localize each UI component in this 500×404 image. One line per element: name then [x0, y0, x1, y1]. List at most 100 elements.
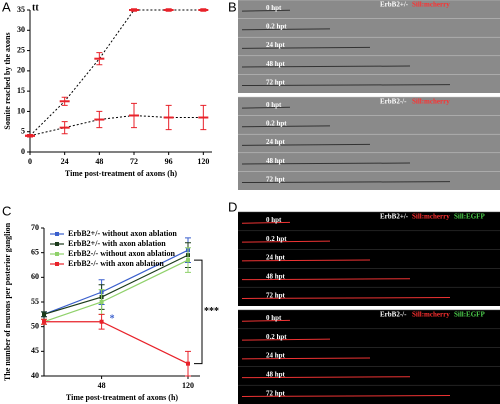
- axon: [241, 297, 451, 299]
- genotype: ErbB2-/-: [380, 311, 407, 319]
- image-block: [238, 97, 500, 190]
- row-label: 48 hpt: [266, 370, 286, 378]
- y-tick-label: 70: [31, 223, 39, 232]
- y-tick-label: 55: [31, 297, 39, 306]
- x-tick-label: 24: [61, 157, 69, 166]
- x-tick-label: 0: [28, 157, 32, 166]
- panel-label: A: [2, 0, 11, 14]
- y-tick-label: 15: [17, 86, 25, 95]
- axon: [241, 357, 371, 360]
- axon: [241, 46, 371, 49]
- point: [99, 300, 104, 304]
- marker: Sill:EGFP: [454, 213, 485, 221]
- legend-label: ErbB2-/- without axon ablation: [68, 249, 175, 258]
- series-line: [29, 114, 204, 137]
- point: [99, 319, 104, 324]
- row-label: 72 hpt: [266, 389, 286, 397]
- row-label: 0.2 hpt: [266, 23, 287, 31]
- legend-marker: [55, 232, 59, 236]
- point: [42, 312, 46, 317]
- row-label: 0.2 hpt: [266, 235, 287, 243]
- legend-marker: [55, 262, 59, 266]
- axon: [241, 319, 291, 322]
- axon: [241, 106, 291, 109]
- axon: [241, 84, 451, 87]
- x-tick-label: 120: [182, 381, 194, 390]
- series-line: [43, 259, 189, 323]
- row-label: 0.2 hpt: [266, 333, 287, 341]
- y-tick-label: 35: [17, 5, 25, 14]
- row-label: 72 hpt: [266, 78, 286, 86]
- legend-marker: [55, 242, 59, 246]
- y-tick-label: 20: [17, 66, 25, 75]
- axon: [241, 240, 331, 243]
- row-label: 48 hpt: [266, 60, 286, 68]
- row-label: 24 hpt: [266, 352, 286, 360]
- x-tick-label: 96: [165, 157, 173, 166]
- axon: [241, 162, 411, 165]
- axon: [241, 125, 331, 128]
- bracket: [194, 259, 203, 365]
- panel-label: B: [228, 0, 237, 14]
- x-tick-label: 48: [98, 381, 106, 390]
- legend-label: ErbB2+/- with axon ablation: [68, 239, 166, 248]
- row-label: 0 hpt: [266, 101, 282, 109]
- series-line: [44, 321, 189, 365]
- row-label: 48 hpt: [266, 272, 286, 280]
- y-tick-label: 60: [31, 272, 39, 281]
- point: [186, 258, 190, 263]
- x-tick-label: 120: [197, 157, 209, 166]
- genotype: ErbB2+/-: [380, 1, 409, 9]
- x-tick-label: 48: [95, 157, 103, 166]
- marker: Sill:mcherry: [412, 213, 450, 221]
- row-label: 72 hpt: [266, 291, 286, 299]
- genotype: ErbB2+/-: [380, 213, 409, 221]
- annotation: *: [110, 314, 115, 325]
- marker: Sill:mcherry: [412, 1, 450, 9]
- axon: [241, 278, 411, 281]
- row-label: 72 hpt: [266, 175, 286, 183]
- annotation: ***: [204, 306, 219, 317]
- row-label: 48 hpt: [266, 157, 286, 165]
- y-tick-label: 0: [21, 147, 25, 156]
- axon: [241, 65, 411, 68]
- image-block: [238, 212, 500, 306]
- y-tick-label: 65: [31, 247, 39, 256]
- axon: [241, 338, 331, 341]
- y-tick-label: 25: [17, 45, 25, 54]
- x-axis-label: Time post-treatment of axons (h): [66, 393, 178, 402]
- marker: Sill:EGFP: [454, 311, 485, 319]
- row-label: 0 hpt: [266, 216, 282, 224]
- legend-marker: [55, 252, 59, 256]
- y-tick-label: 10: [17, 106, 25, 115]
- axon: [241, 143, 371, 146]
- row-label: 24 hpt: [266, 254, 286, 262]
- y-tick-label: 45: [31, 346, 39, 355]
- y-tick-label: 40: [31, 371, 39, 380]
- axon: [241, 395, 451, 397]
- series-line: [29, 9, 204, 137]
- y-tick-label: 5: [21, 127, 25, 136]
- annotation: tt: [32, 2, 39, 13]
- point: [42, 319, 46, 324]
- axon: [241, 9, 291, 12]
- y-tick-label: 30: [17, 25, 25, 34]
- y-axis-label: The number of neurons per posterior gang…: [3, 222, 12, 381]
- marker: Sill:mcherry: [412, 98, 450, 106]
- genotype: ErbB2-/-: [380, 98, 407, 106]
- panel-label: C: [2, 203, 11, 218]
- axon: [241, 221, 291, 224]
- row-label: 0.2 hpt: [266, 120, 287, 128]
- point: [186, 361, 190, 366]
- image-block: [238, 310, 500, 404]
- image-block: [238, 0, 500, 93]
- axon: [241, 181, 451, 184]
- row-label: 24 hpt: [266, 138, 286, 146]
- panel-label: D: [228, 199, 237, 214]
- marker: Sill:mcherry: [412, 311, 450, 319]
- row-label: 0 hpt: [266, 4, 282, 12]
- row-label: 24 hpt: [266, 41, 286, 49]
- legend-label: ErbB2-/- with axon ablation: [68, 259, 164, 268]
- y-tick-label: 50: [31, 321, 39, 330]
